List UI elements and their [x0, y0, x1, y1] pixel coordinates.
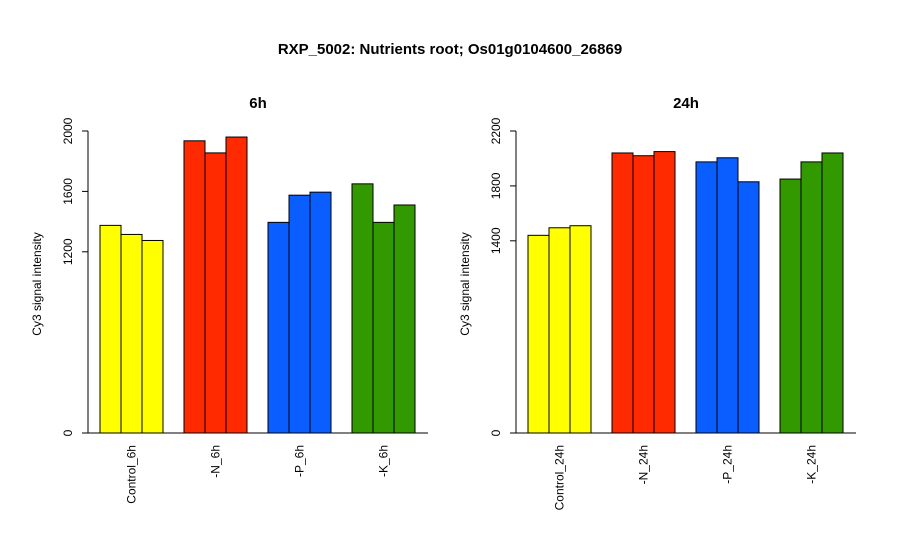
x-tick-label: -K_6h: [377, 445, 391, 477]
panel-24h: 24h Cy3 signal intensity 0 1400 1800 2200 Cont…: [458, 95, 856, 510]
bar: [632, 155, 655, 434]
y-tick-label: 1400: [489, 227, 503, 254]
y-tick-label: 2000: [61, 117, 75, 144]
y-tick-label: 0: [489, 429, 503, 436]
y-tick-label: 0: [61, 429, 75, 436]
bar: [569, 225, 592, 434]
x-tick-label: -P_24h: [721, 445, 735, 484]
y-tick-label: 1800: [489, 172, 503, 199]
panel-6h: 6h Cy3 signal intensity 0 1200 1600 2000 Contr…: [30, 95, 428, 504]
y-tick-label: 1200: [61, 238, 75, 265]
bar: [99, 224, 122, 434]
bar: [141, 239, 164, 434]
bar: [779, 178, 802, 434]
x-tick-label: Control_6h: [125, 445, 139, 504]
bar: [527, 234, 550, 434]
main-title: RXP_5002: Nutrients root; Os01g0104600_2…: [278, 41, 622, 58]
bar: [351, 183, 374, 434]
bar: [716, 157, 739, 434]
panel-title: 24h: [673, 95, 699, 112]
x-tick-label: -N_24h: [637, 445, 651, 484]
bar: [653, 151, 676, 434]
bar: [267, 221, 290, 434]
x-tick-label: -P_6h: [293, 445, 307, 477]
bar: [225, 136, 248, 434]
panel-title: 6h: [249, 95, 267, 112]
bar: [183, 140, 206, 434]
y-axis-label: Cy3 signal intensity: [30, 232, 44, 335]
bar: [204, 152, 227, 434]
bar: [800, 161, 823, 434]
y-axis-label: Cy3 signal intensity: [458, 232, 472, 335]
y-tick-label: 2200: [489, 117, 503, 144]
bar: [120, 233, 143, 434]
bar: [695, 161, 718, 434]
bar: [821, 152, 844, 434]
x-tick-label: Control_24h: [553, 445, 567, 510]
bar: [288, 194, 311, 434]
x-tick-label: -N_6h: [209, 445, 223, 478]
bar: [309, 191, 332, 434]
bar: [611, 152, 634, 434]
bar: [737, 181, 760, 434]
bar: [372, 221, 395, 434]
y-tick-label: 1600: [61, 178, 75, 205]
bar: [548, 227, 571, 434]
x-tick-label: -K_24h: [805, 445, 819, 484]
bar: [393, 204, 416, 434]
